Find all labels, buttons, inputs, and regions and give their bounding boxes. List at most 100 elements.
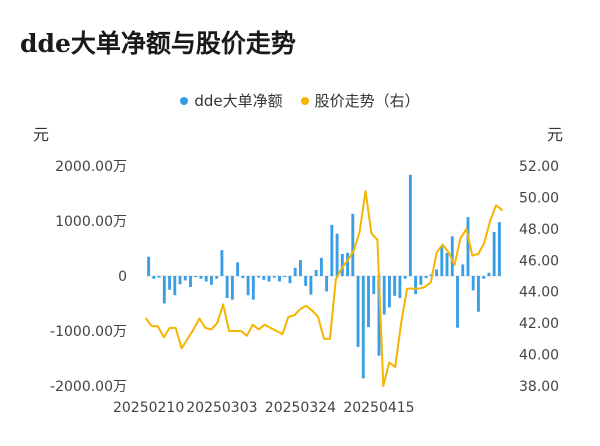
bar: [382, 276, 386, 315]
bar: [168, 276, 171, 290]
bar: [487, 272, 491, 276]
bar: [403, 276, 407, 279]
bar: [230, 276, 234, 300]
bar: [388, 276, 391, 308]
bar: [419, 276, 423, 285]
bar: [236, 262, 240, 276]
bar: [330, 224, 334, 276]
bar: [189, 276, 192, 287]
legend-label-dde: dde大单净额: [194, 92, 283, 110]
bar: [445, 252, 449, 276]
bar: [340, 254, 344, 276]
bar: [335, 233, 339, 276]
bar: [241, 276, 245, 279]
left-axis-tick: 1000.00万: [55, 214, 127, 230]
bar: [471, 276, 475, 291]
bar: [262, 276, 266, 280]
right-axis-tick: 40.00: [519, 348, 559, 364]
bar: [178, 276, 182, 285]
bar: [314, 269, 318, 276]
bar: [356, 276, 360, 347]
bar: [194, 276, 198, 278]
x-axis-tick: 20250324: [265, 400, 336, 416]
legend-dot-yellow-icon: [300, 96, 309, 105]
legend: dde大单净额 股价走势（右）: [0, 90, 600, 111]
bar: [424, 276, 428, 279]
left-axis-unit: 元: [33, 125, 49, 144]
bar-series: [147, 174, 501, 379]
left-axis-tick: -2000.00万: [50, 379, 127, 395]
bar: [414, 276, 418, 295]
left-axis-ticks: 2000.00万 1000.00万 0 -1000.00万 -2000.00万: [50, 159, 127, 395]
bar: [492, 232, 496, 276]
bar: [204, 276, 208, 282]
bar: [299, 260, 302, 276]
bar: [372, 276, 376, 295]
bar: [450, 236, 454, 276]
bar: [210, 276, 213, 285]
right-axis-tick: 48.00: [519, 222, 559, 238]
bar: [325, 276, 329, 292]
bar: [304, 276, 308, 286]
x-axis-tick: 20250415: [343, 400, 414, 416]
bar: [157, 276, 161, 278]
bar: [293, 267, 297, 276]
left-axis-tick: -1000.00万: [50, 324, 127, 340]
bar: [288, 276, 292, 284]
chart-title: dde大单净额与股价走势: [20, 29, 296, 58]
bar: [393, 276, 397, 296]
legend-item-dde[interactable]: dde大单净额: [180, 90, 283, 111]
bar: [199, 276, 203, 279]
bar: [173, 276, 177, 296]
bar: [361, 276, 365, 379]
bar: [257, 276, 260, 278]
legend-item-price[interactable]: 股价走势（右）: [300, 90, 420, 111]
x-axis-tick: 20250210: [113, 400, 184, 416]
left-axis-tick: 0: [118, 269, 127, 285]
x-axis-ticks: 20250210 20250303 20250324 20250415: [113, 400, 415, 416]
bar: [497, 222, 501, 276]
bar: [215, 276, 219, 279]
line-series: [145, 190, 503, 387]
bar: [346, 252, 349, 276]
bar: [466, 217, 470, 276]
bar: [319, 257, 323, 276]
bar: [251, 276, 255, 300]
right-axis-ticks: 52.00 50.00 48.00 46.00 44.00 42.00 40.00 38.00: [519, 159, 559, 395]
right-axis-tick: 42.00: [519, 316, 559, 332]
bar: [398, 276, 402, 298]
right-axis-tick: 50.00: [519, 190, 559, 206]
bar: [440, 246, 444, 276]
bar: [408, 174, 412, 276]
bar: [278, 276, 281, 282]
bar: [367, 276, 370, 328]
bar: [435, 269, 438, 276]
bar: [147, 256, 151, 276]
bar: [477, 276, 480, 312]
bar: [272, 276, 276, 278]
left-axis-tick: 2000.00万: [55, 159, 127, 175]
right-axis-tick: 44.00: [519, 285, 559, 301]
x-axis-tick: 20250303: [186, 400, 257, 416]
bar: [267, 276, 271, 282]
bar: [377, 276, 381, 356]
bar: [461, 264, 465, 276]
right-axis-tick: 38.00: [519, 379, 559, 395]
bar: [482, 276, 486, 279]
bar: [152, 276, 156, 279]
bar: [246, 276, 250, 296]
bar: [309, 276, 313, 295]
legend-label-price: 股价走势（右）: [314, 92, 420, 110]
bar: [183, 276, 187, 281]
price-line: [145, 190, 503, 387]
right-axis-unit: 元: [547, 125, 563, 144]
bar: [162, 276, 166, 304]
right-axis-tick: 46.00: [519, 253, 559, 269]
legend-dot-blue-icon: [180, 96, 189, 105]
bar: [283, 276, 287, 278]
bar: [220, 250, 224, 276]
bar: [225, 276, 229, 298]
bar: [456, 276, 459, 328]
bar: [351, 213, 355, 276]
